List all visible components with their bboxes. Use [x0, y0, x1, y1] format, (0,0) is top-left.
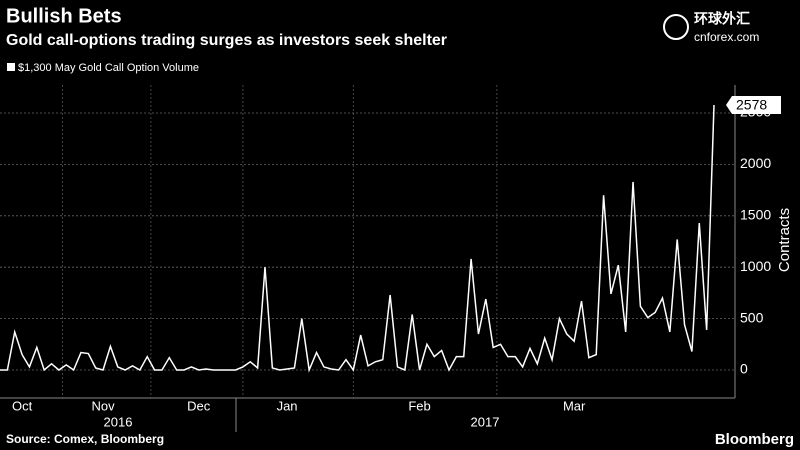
y-axis-label: Contracts: [776, 208, 793, 272]
x-tick-label: Dec: [187, 398, 211, 413]
y-tick-label: 2000: [740, 155, 771, 171]
brand: Bloomberg: [715, 431, 794, 448]
chart-subtitle: Gold call-options trading surges as inve…: [6, 32, 447, 49]
x-tick-label: Oct: [12, 398, 33, 413]
x-tick-label: Jan: [277, 398, 298, 413]
watermark-logo: [663, 14, 689, 40]
y-tick-label: 0: [740, 361, 748, 377]
series-line: [0, 104, 715, 373]
watermark-cn: 环球外汇: [694, 11, 750, 27]
y-tick-label: 500: [740, 309, 764, 325]
x-tick-label: Feb: [408, 398, 430, 413]
legend-label: $1,300 May Gold Call Option Volume: [18, 62, 199, 74]
x-tick-label: Mar: [563, 398, 586, 413]
source: Source: Comex, Bloomberg: [6, 432, 164, 446]
chart-title: Bullish Bets: [6, 5, 122, 27]
value-label-box: [726, 95, 781, 114]
y-tick-label: 1500: [740, 207, 771, 223]
y-tick-label: 1000: [740, 258, 771, 274]
year-label: 2017: [471, 414, 500, 429]
year-label: 2016: [104, 414, 133, 429]
value-label: 2578: [736, 97, 767, 113]
legend-swatch: [7, 63, 15, 71]
watermark-en: cnforex.com: [694, 30, 759, 44]
x-tick-label: Nov: [91, 398, 115, 413]
